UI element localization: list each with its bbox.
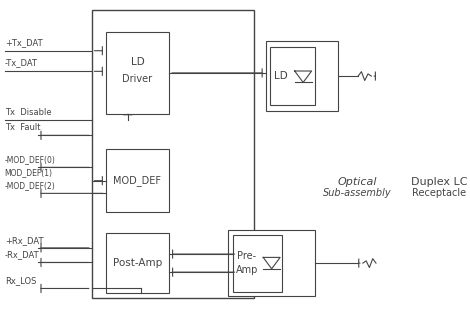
Bar <box>92 10 254 298</box>
Text: Tx  Disable: Tx Disable <box>5 108 51 117</box>
Text: +Tx_DAT: +Tx_DAT <box>5 38 42 47</box>
Text: Duplex LC: Duplex LC <box>411 177 468 187</box>
Bar <box>270 47 315 105</box>
Text: LD: LD <box>131 57 144 67</box>
Text: -Rx_DAT: -Rx_DAT <box>5 250 39 259</box>
Bar <box>266 41 338 111</box>
Text: Pre-: Pre- <box>237 251 256 261</box>
Text: LD: LD <box>274 71 288 81</box>
Text: Receptacle: Receptacle <box>412 188 467 198</box>
Text: Driver: Driver <box>122 74 153 84</box>
Text: MOD_DEF(1): MOD_DEF(1) <box>5 169 53 178</box>
Text: -MOD_DEF(2): -MOD_DEF(2) <box>5 181 55 190</box>
Text: Rx_LOS: Rx_LOS <box>5 276 36 285</box>
Text: Tx  Fault: Tx Fault <box>5 123 40 132</box>
Bar <box>228 230 315 296</box>
Bar <box>106 233 169 293</box>
Text: MOD_DEF: MOD_DEF <box>113 175 162 186</box>
Text: +Rx_DAT: +Rx_DAT <box>5 236 43 245</box>
Bar <box>233 235 282 292</box>
Text: Optical: Optical <box>337 177 377 187</box>
Text: Amp: Amp <box>235 265 258 275</box>
Text: -Tx_DAT: -Tx_DAT <box>5 59 38 68</box>
Text: -MOD_DEF(0): -MOD_DEF(0) <box>5 155 55 164</box>
Bar <box>106 149 169 212</box>
Bar <box>106 32 169 114</box>
Text: Post-Amp: Post-Amp <box>113 258 162 268</box>
Text: Sub-assembly: Sub-assembly <box>323 188 392 198</box>
